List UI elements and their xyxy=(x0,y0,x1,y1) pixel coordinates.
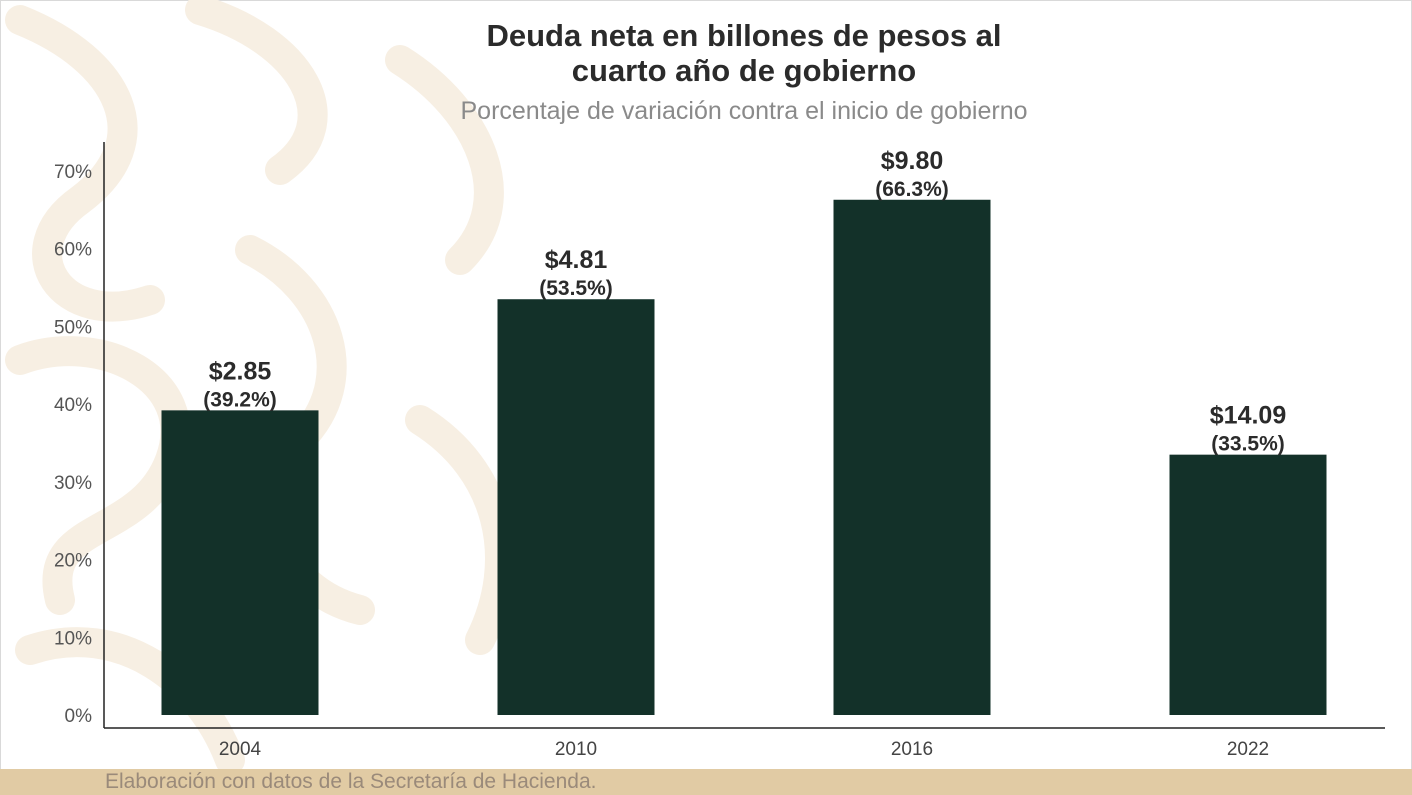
x-tick-label: 2022 xyxy=(1227,739,1269,760)
footer-band xyxy=(0,769,1412,795)
bar-2022 xyxy=(1169,454,1327,715)
y-tick-label: 50% xyxy=(54,317,92,338)
x-tick-label: 2016 xyxy=(891,739,933,760)
x-tick-label: 2004 xyxy=(219,739,262,760)
chart-title-line-2: cuarto año de gobierno xyxy=(571,53,917,88)
percent-label: (66.3%) xyxy=(875,178,949,201)
y-tick-label: 10% xyxy=(54,628,92,649)
y-ticks-group: 0% 10% 20% 30% 40% 50% 60% 70% xyxy=(54,162,92,727)
y-tick-label: 40% xyxy=(54,395,92,416)
bars-group xyxy=(161,199,1327,716)
percent-label: (53.5%) xyxy=(539,277,613,300)
x-labels-group: 2004 2010 2016 2022 xyxy=(219,739,1269,760)
percent-label: (39.2%) xyxy=(203,388,277,411)
percent-label: (33.5%) xyxy=(1211,433,1285,456)
y-tick-label: 20% xyxy=(54,551,92,572)
amount-label: $9.80 xyxy=(881,147,944,175)
bar-2016 xyxy=(833,199,991,716)
x-tick-label: 2010 xyxy=(555,739,597,760)
chart-title-line-1: Deuda neta en billones de pesos al xyxy=(486,18,1002,53)
footer-source: Elaboración con datos de la Secretaría d… xyxy=(105,770,597,793)
chart-subtitle: Porcentaje de variación contra el inicio… xyxy=(460,97,1028,125)
y-tick-label: 60% xyxy=(54,240,92,261)
bar-2010 xyxy=(497,299,655,715)
amount-label: $14.09 xyxy=(1210,402,1286,430)
y-tick-label: 0% xyxy=(65,706,93,727)
bar-2004 xyxy=(161,410,319,715)
amount-label: $2.85 xyxy=(209,357,272,385)
data-labels-group: $2.85 (39.2%) $4.81 (53.5%) $9.80 (66.3%) $14.… xyxy=(203,147,1286,456)
amount-label: $4.81 xyxy=(545,246,608,274)
chart-title: Deuda neta en billones de pesos al cuart… xyxy=(0,18,1412,88)
y-tick-label: 70% xyxy=(54,162,92,183)
y-tick-label: 30% xyxy=(54,473,92,494)
